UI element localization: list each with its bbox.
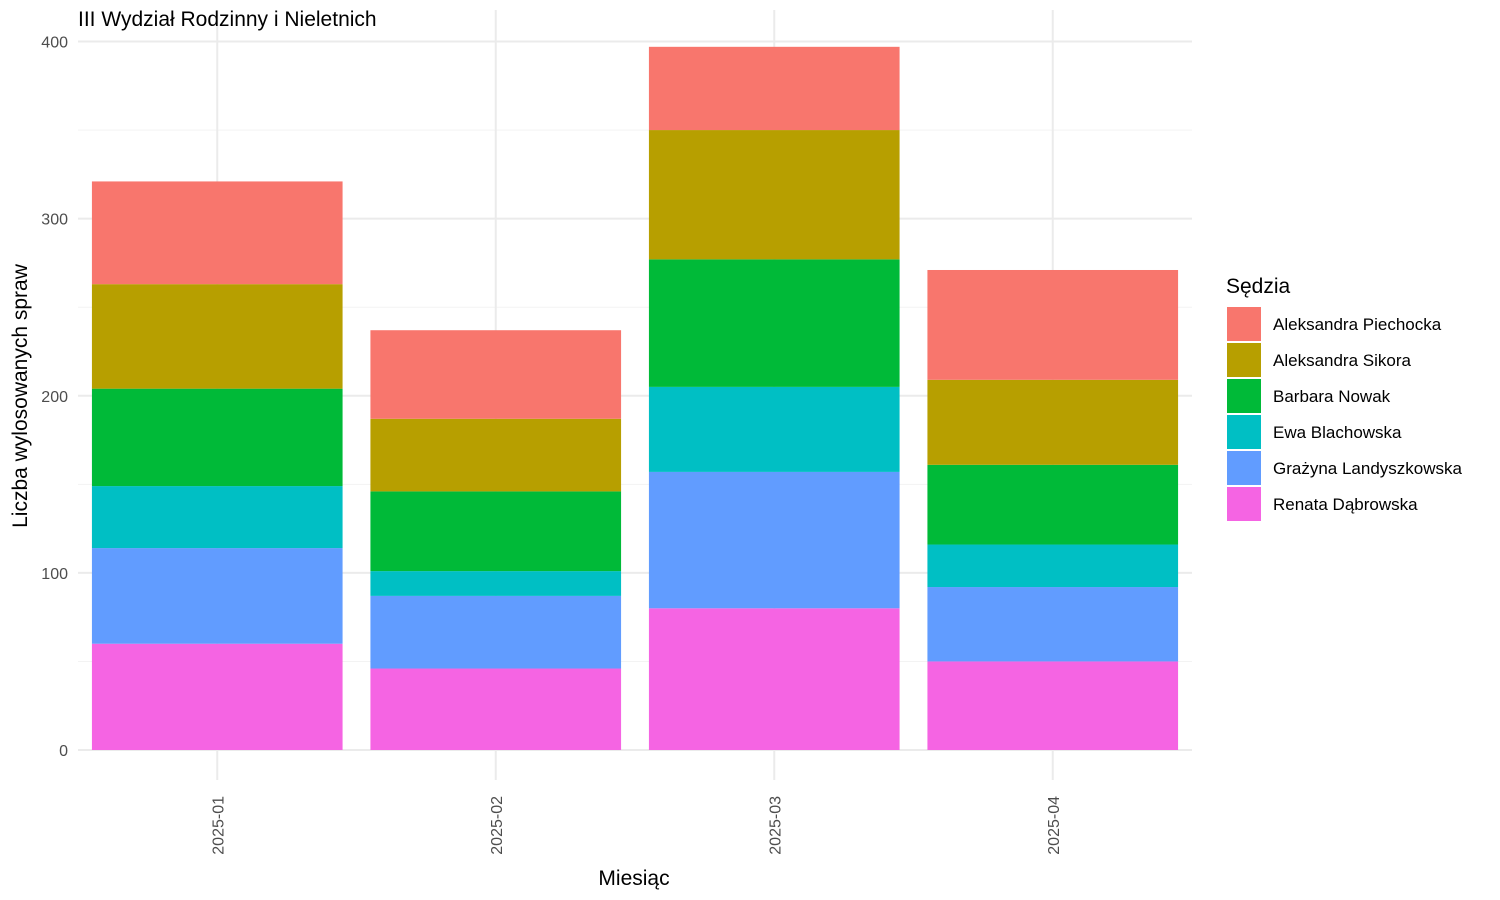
legend-key — [1227, 451, 1261, 485]
bar-segment — [648, 386, 900, 472]
legend-key — [1227, 379, 1261, 413]
bar-segment — [370, 595, 622, 669]
chart-title: III Wydział Rodzinny i Nieletnich — [78, 8, 377, 31]
bar-segment — [370, 330, 622, 419]
bar-segment — [370, 668, 622, 750]
y-axis-ticks: 0 100 200 300 400 — [41, 35, 68, 761]
bar-segment — [370, 491, 622, 572]
bar-segment — [91, 643, 343, 750]
bar-segment — [370, 418, 622, 492]
y-tick-label: 100 — [41, 566, 68, 583]
legend-key — [1227, 415, 1261, 449]
y-tick-label: 200 — [41, 389, 68, 406]
bar-segment — [927, 464, 1179, 545]
bar-segment — [927, 587, 1179, 662]
x-axis-title: Miesiąc — [598, 867, 669, 890]
y-tick-label: 300 — [41, 212, 68, 229]
bar-segment — [648, 608, 900, 750]
legend-item: Barbara Nowak — [1227, 379, 1391, 413]
bar-segment — [648, 259, 900, 387]
x-tick-label: 2025-04 — [1046, 796, 1063, 855]
bar-segment — [927, 379, 1179, 465]
legend-label: Aleksandra Sikora — [1273, 351, 1412, 370]
bar-segment — [91, 486, 343, 549]
bar-segment — [648, 46, 900, 131]
legend-key — [1227, 343, 1261, 377]
bar-segment — [648, 130, 900, 260]
legend-label: Aleksandra Piechocka — [1273, 315, 1442, 334]
bar-segment — [927, 544, 1179, 588]
y-tick-label: 0 — [59, 743, 68, 760]
legend-label: Grażyna Landyszkowska — [1273, 459, 1463, 478]
x-axis-ticks: 2025-01 2025-02 2025-03 2025-04 — [210, 796, 1063, 855]
bar-segment — [91, 284, 343, 389]
legend-title: Sędzia — [1226, 275, 1291, 298]
legend-item: Ewa Blachowska — [1227, 415, 1402, 449]
bar-segment — [927, 661, 1179, 750]
bar-segment — [370, 571, 622, 596]
legend-label: Barbara Nowak — [1273, 387, 1391, 406]
bars — [91, 46, 1179, 750]
y-tick-label: 400 — [41, 35, 68, 52]
x-tick-label: 2025-03 — [767, 796, 784, 855]
legend-item: Grażyna Landyszkowska — [1227, 451, 1463, 485]
legend-item: Aleksandra Sikora — [1227, 343, 1412, 377]
y-axis-title: Liczba wylosowanych spraw — [9, 263, 32, 528]
legend-key — [1227, 307, 1261, 341]
x-tick-label: 2025-01 — [210, 796, 227, 855]
legend-items: Aleksandra Piechocka Aleksandra Sikora Bar… — [1227, 307, 1463, 521]
bar-segment — [648, 471, 900, 609]
bar-segment — [927, 269, 1179, 380]
legend-item: Renata Dąbrowska — [1227, 487, 1418, 521]
legend-label: Ewa Blachowska — [1273, 423, 1402, 442]
legend: Sędzia Aleksandra Piechocka Aleksandra Si… — [1226, 275, 1463, 521]
bar-segment — [91, 388, 343, 487]
bar-segment — [91, 181, 343, 285]
legend-item: Aleksandra Piechocka — [1227, 307, 1442, 341]
legend-label: Renata Dąbrowska — [1273, 495, 1418, 514]
x-tick-label: 2025-02 — [489, 796, 506, 855]
legend-key — [1227, 487, 1261, 521]
bar-segment — [91, 548, 343, 644]
